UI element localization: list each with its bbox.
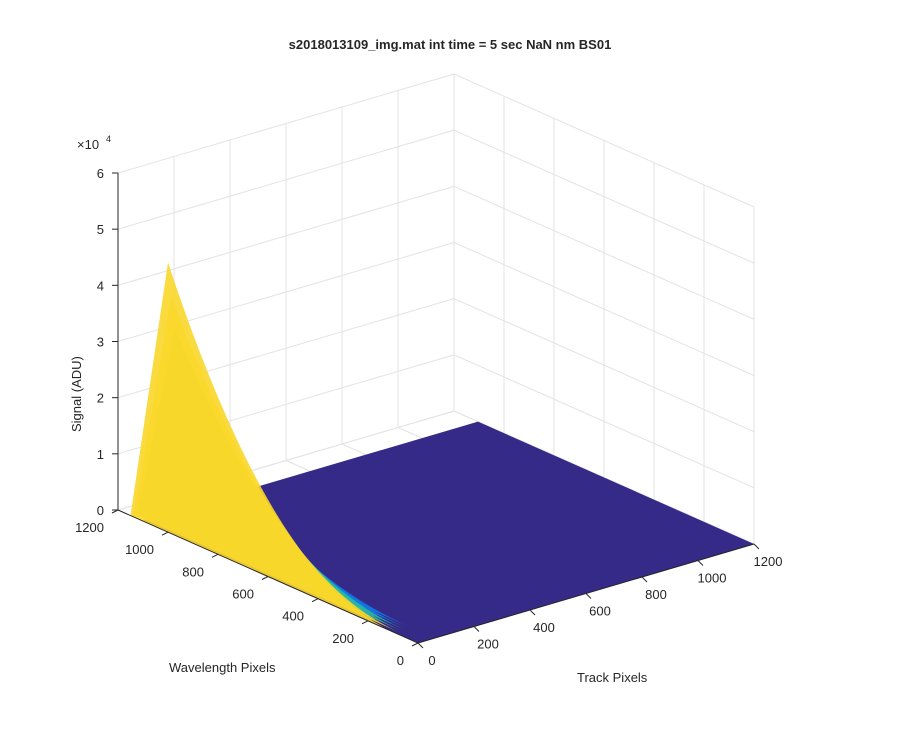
back-wall-grid-z bbox=[117, 129, 455, 230]
side-wall-grid-z bbox=[453, 73, 755, 208]
x-tick-label: 0 bbox=[428, 653, 435, 668]
z-exponent: ×10 4 bbox=[77, 134, 111, 152]
surface bbox=[130, 262, 754, 643]
x-tick-label: 800 bbox=[645, 587, 667, 602]
y-axis-label: Wavelength Pixels bbox=[169, 660, 276, 675]
x-tick-label: 600 bbox=[589, 604, 611, 619]
x-tick-mark bbox=[753, 543, 760, 550]
x-tick-mark bbox=[417, 642, 424, 649]
x-tick-mark bbox=[529, 609, 536, 616]
z-tick-label: 6 bbox=[97, 166, 104, 181]
z-axis-label: Signal (ADU) bbox=[69, 356, 84, 432]
y-tick-mark bbox=[311, 598, 319, 603]
x-tick-mark bbox=[585, 593, 592, 599]
chart-title: s2018013109_img.mat int time = 5 sec NaN… bbox=[288, 37, 612, 52]
y-tick-label: 1000 bbox=[125, 542, 154, 557]
z-exponent-base: ×10 bbox=[77, 137, 99, 152]
z-tick-label: 1 bbox=[97, 447, 104, 462]
y-tick-mark bbox=[161, 531, 169, 536]
floor-grid-x bbox=[453, 410, 755, 545]
z-exponent-power: 4 bbox=[106, 134, 111, 144]
x-axis-label: Track Pixels bbox=[577, 670, 648, 685]
y-tick-mark bbox=[261, 576, 269, 580]
y-tick-mark bbox=[211, 553, 219, 558]
x-tick-label: 200 bbox=[477, 637, 499, 652]
z-tick-label: 4 bbox=[97, 278, 104, 293]
x-tick-label: 1000 bbox=[698, 571, 727, 586]
z-tick-label: 5 bbox=[97, 222, 104, 237]
y-tick-label: 600 bbox=[232, 587, 254, 602]
back-wall-grid-z bbox=[117, 73, 455, 174]
x-tick-label: 400 bbox=[533, 620, 555, 635]
x-tick-mark bbox=[697, 560, 704, 566]
x-tick-label: 1200 bbox=[754, 554, 783, 569]
z-tick-label: 2 bbox=[97, 391, 104, 406]
y-tick-label: 0 bbox=[397, 653, 404, 668]
z-tick-label: 0 bbox=[97, 503, 104, 518]
y-tick-mark bbox=[411, 642, 419, 647]
y-tick-label: 400 bbox=[282, 609, 304, 624]
z-tick-label: 3 bbox=[97, 335, 104, 350]
surface-slice bbox=[130, 262, 398, 635]
x-tick-mark bbox=[641, 576, 648, 583]
y-tick-label: 800 bbox=[182, 564, 204, 579]
tick-labels: 0200400600800100012000200400600800100012… bbox=[75, 166, 782, 668]
x-tick-mark bbox=[473, 626, 480, 632]
y-tick-mark bbox=[361, 620, 369, 625]
side-wall-grid-z bbox=[453, 129, 755, 264]
y-tick-label: 200 bbox=[332, 631, 354, 646]
y-tick-label: 1200 bbox=[75, 520, 104, 535]
